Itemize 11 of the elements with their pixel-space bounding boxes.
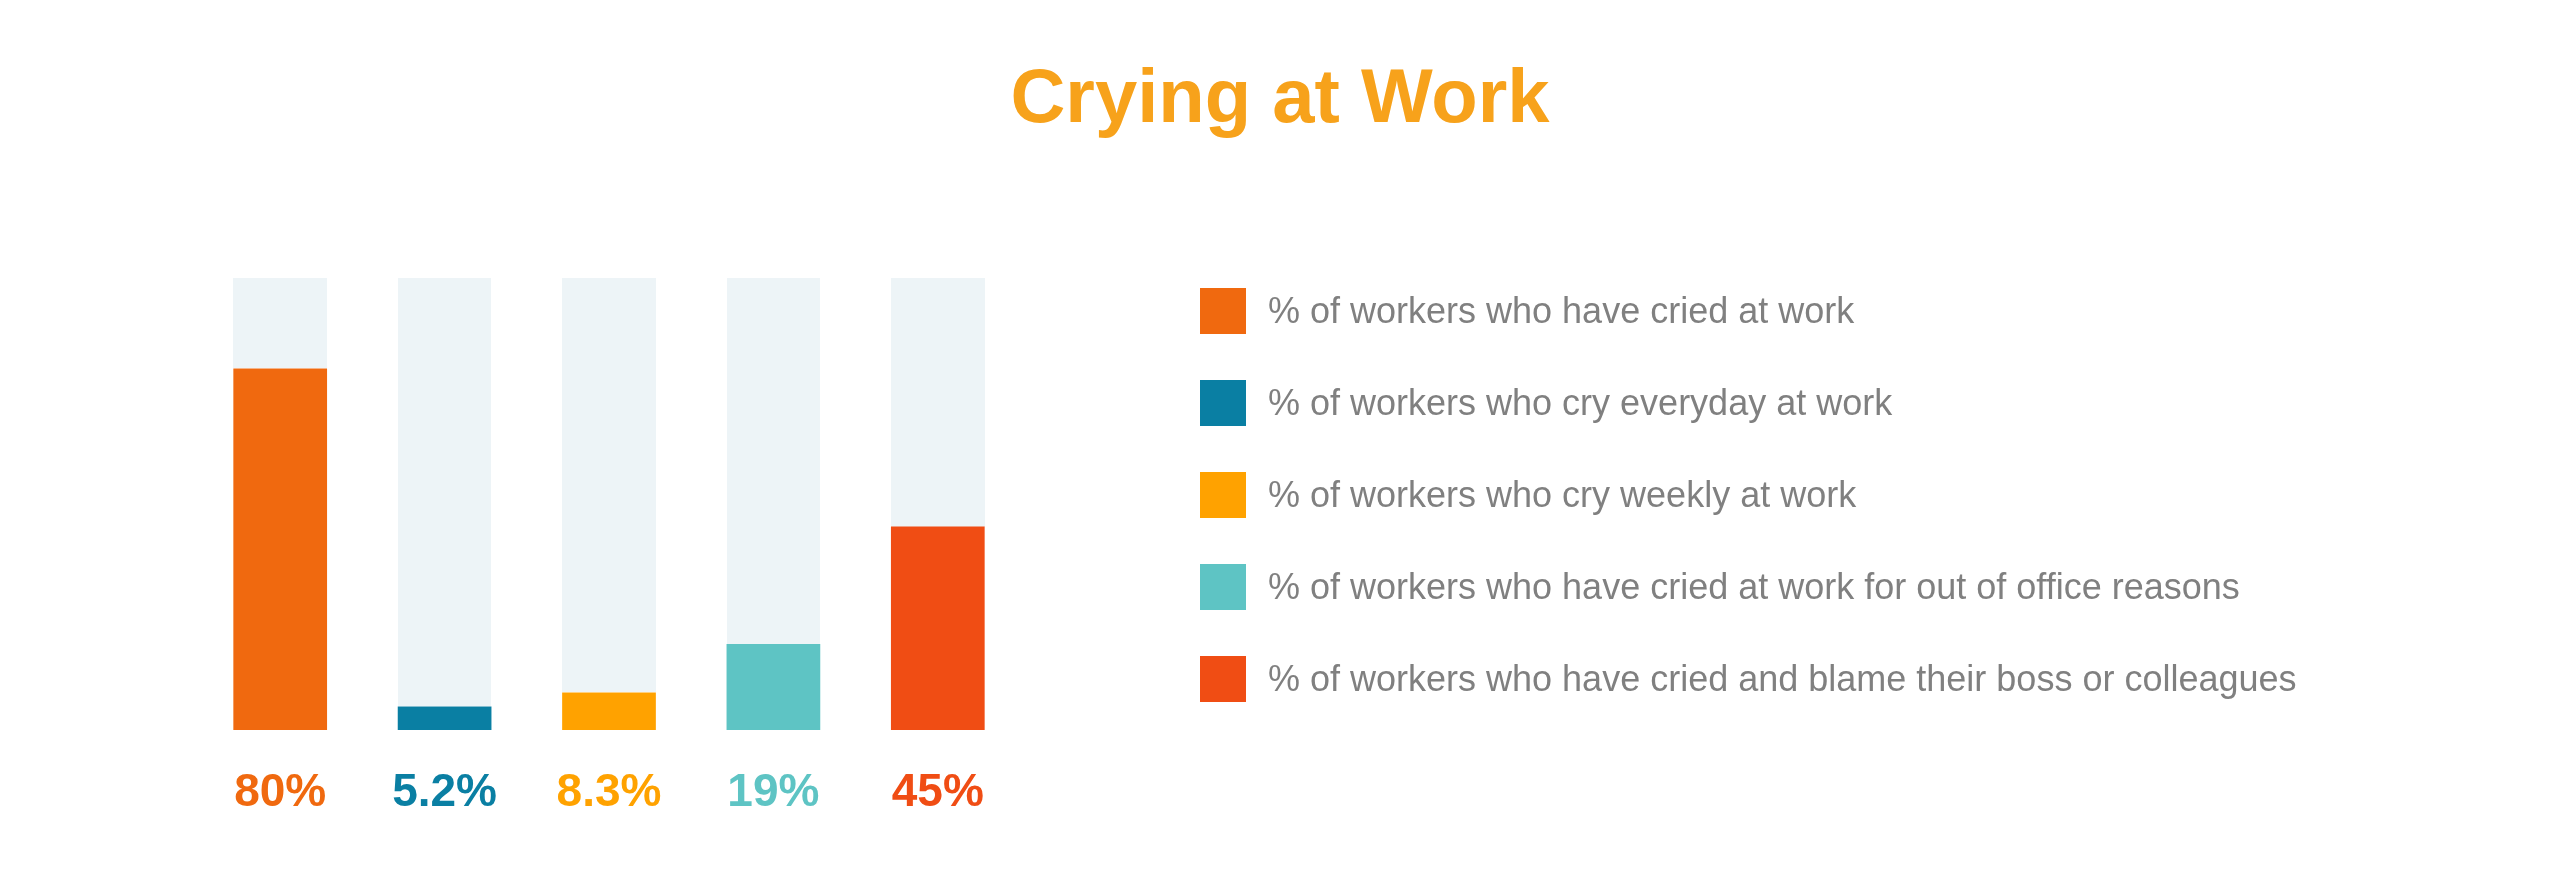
legend-label: % of workers who cry everyday at work bbox=[1268, 382, 1893, 424]
legend-label: % of workers who cry weekly at work bbox=[1268, 474, 1857, 516]
data-label: 80% bbox=[234, 763, 327, 816]
data-label: 19% bbox=[727, 763, 820, 816]
text: Crying at Work bbox=[1009, 52, 1551, 139]
data-label: 5.2% bbox=[392, 763, 498, 816]
data-label: 45% bbox=[891, 763, 984, 816]
legend-label: % of workers who have cried at work bbox=[1268, 290, 1855, 332]
legend-label: % of workers who have cried and blame their boss or colleagues bbox=[1268, 658, 2297, 700]
data-label: 8.3% bbox=[556, 763, 662, 816]
legend-label: % of workers who have cried at work for out of office reasons bbox=[1268, 566, 2240, 608]
